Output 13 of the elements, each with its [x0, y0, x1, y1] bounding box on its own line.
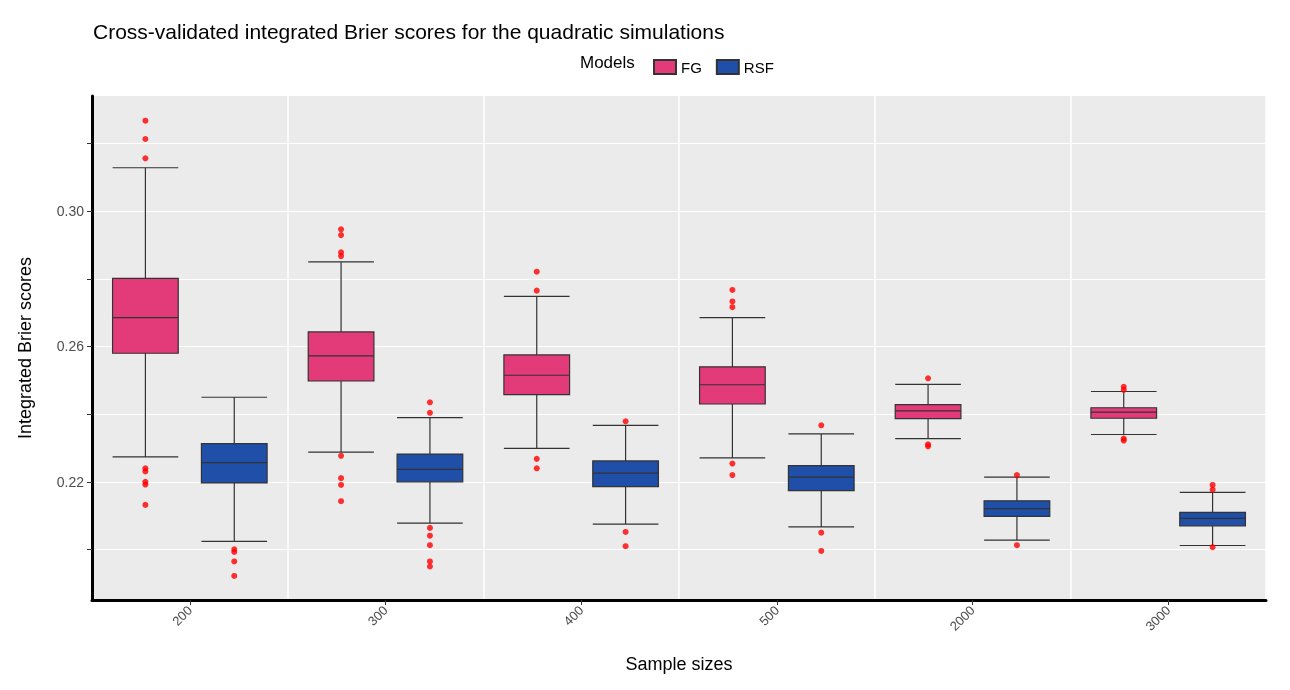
- y-tick-label: 0.30: [56, 203, 85, 220]
- chart-title: Cross-validated integrated Brier scores for the quadratic simulations: [93, 20, 725, 43]
- legend-label: RSF: [743, 58, 774, 76]
- y-tick-label: 0.22: [56, 473, 85, 490]
- x-tick-label: 300: [364, 602, 391, 629]
- x-tick-label: 400: [560, 602, 587, 629]
- legend-label: FG: [681, 58, 702, 76]
- x-axis-title: Sample sizes: [625, 654, 733, 674]
- legend-title: Models: [580, 53, 635, 72]
- y-axis-title: Integrated Brier scores: [15, 256, 35, 440]
- x-tick-label: 500: [756, 602, 783, 629]
- x-tick-label: 200: [169, 602, 196, 629]
- y-tick-label: 0.26: [56, 338, 85, 355]
